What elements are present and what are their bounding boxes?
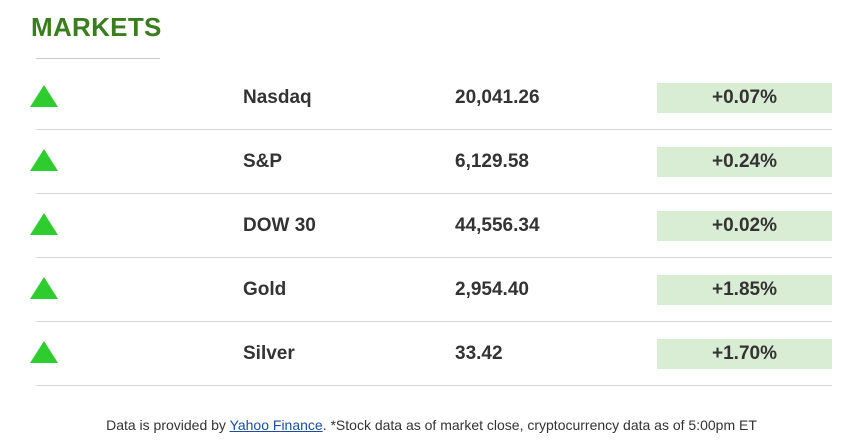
- market-row-nasdaq: Nasdaq 20,041.26 +0.07%: [30, 66, 832, 130]
- market-name: S&P: [243, 151, 283, 172]
- market-change-badge: +0.24%: [657, 147, 832, 177]
- market-name: DOW 30: [243, 215, 316, 236]
- market-name: Nasdaq: [243, 87, 312, 108]
- markets-table: Nasdaq 20,041.26 +0.07% S&P 6,129.58 +0.…: [0, 66, 863, 386]
- title-divider: [36, 58, 160, 59]
- data-source-footer: Data is provided by Yahoo Finance. *Stoc…: [0, 417, 863, 433]
- up-arrow-icon: [30, 85, 58, 107]
- market-value: 2,954.40: [455, 279, 529, 300]
- yahoo-finance-link[interactable]: Yahoo Finance: [229, 417, 323, 433]
- market-name: Gold: [243, 279, 287, 300]
- market-change-badge: +1.70%: [657, 339, 832, 369]
- market-row-sp: S&P 6,129.58 +0.24%: [30, 130, 832, 194]
- up-arrow-icon: [30, 213, 58, 235]
- market-value: 44,556.34: [455, 215, 540, 236]
- footer-suffix: . *Stock data as of market close, crypto…: [322, 417, 757, 433]
- up-arrow-icon: [30, 341, 58, 363]
- market-name: Silver: [243, 343, 295, 364]
- up-arrow-icon: [30, 277, 58, 299]
- up-arrow-icon: [30, 149, 58, 171]
- market-row-silver: Silver 33.42 +1.70%: [30, 322, 832, 386]
- market-change-badge: +1.85%: [657, 275, 832, 305]
- market-row-gold: Gold 2,954.40 +1.85%: [30, 258, 832, 322]
- market-value: 6,129.58: [455, 151, 529, 172]
- market-change-badge: +0.02%: [657, 211, 832, 241]
- market-row-dow30: DOW 30 44,556.34 +0.02%: [30, 194, 832, 258]
- market-change-badge: +0.07%: [657, 83, 832, 113]
- footer-prefix: Data is provided by: [106, 417, 230, 433]
- market-value: 20,041.26: [455, 87, 540, 108]
- widget-title: MARKETS: [31, 12, 162, 42]
- market-value: 33.42: [455, 343, 503, 364]
